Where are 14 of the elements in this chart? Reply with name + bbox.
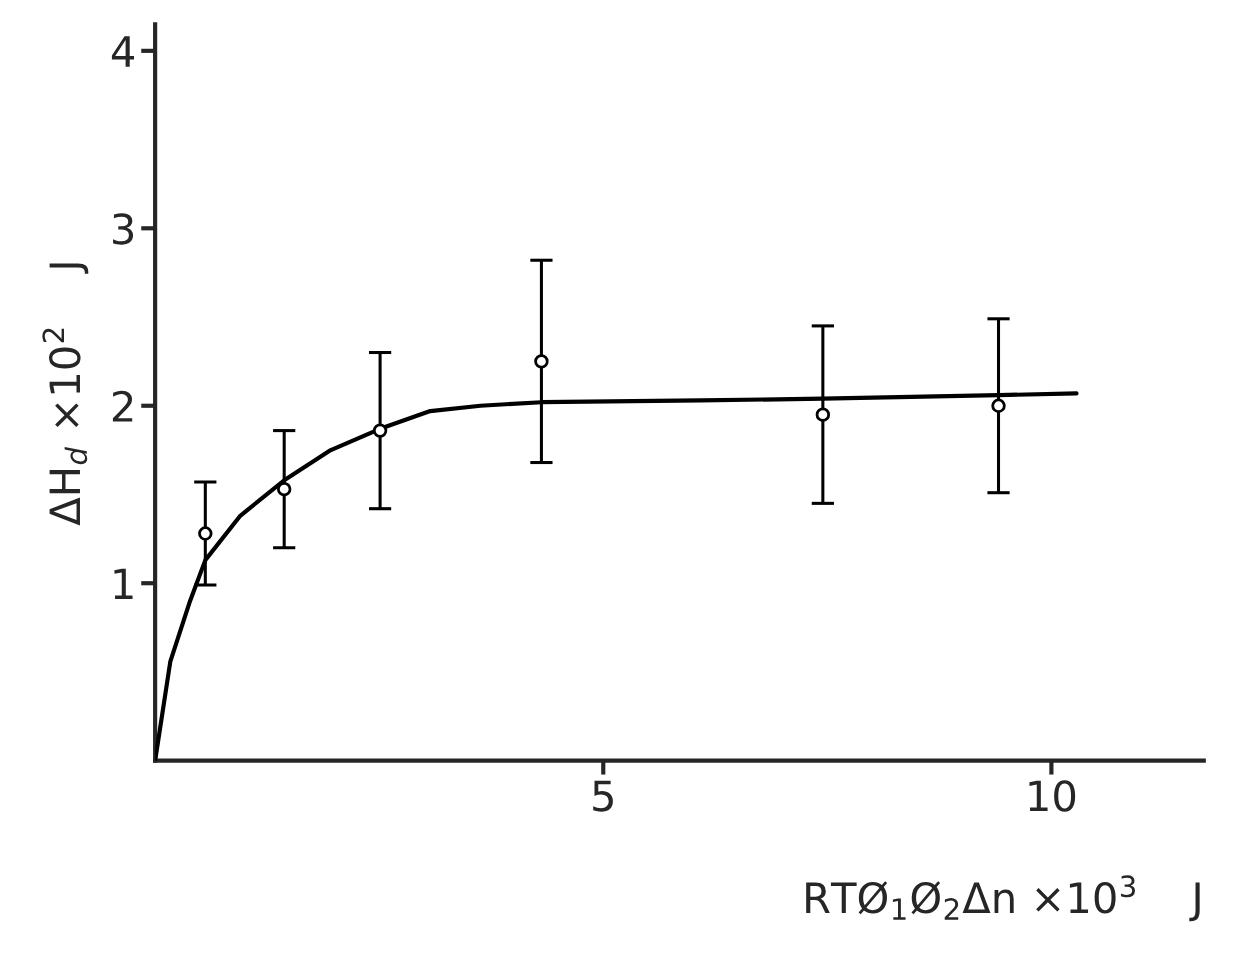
y-tick-label: 4	[111, 36, 135, 67]
text: ΔH$_{d}$ ×10$^{2}$ J	[42, 263, 89, 526]
point	[276, 481, 292, 497]
x-tick-label: 10	[1029, 780, 1076, 812]
y-tick-label: 3	[113, 213, 134, 245]
text: RTØ$_{1}$Ø$_{2}$Δn ×10$^{3}$ J	[806, 875, 1200, 922]
point	[815, 407, 831, 422]
x-tick-label: 5	[593, 780, 613, 812]
point	[198, 526, 213, 541]
y-tick-label: 2	[112, 390, 133, 422]
y-tick-label: 1	[114, 568, 133, 600]
point	[534, 354, 549, 369]
point	[991, 398, 1006, 413]
point	[372, 423, 388, 438]
